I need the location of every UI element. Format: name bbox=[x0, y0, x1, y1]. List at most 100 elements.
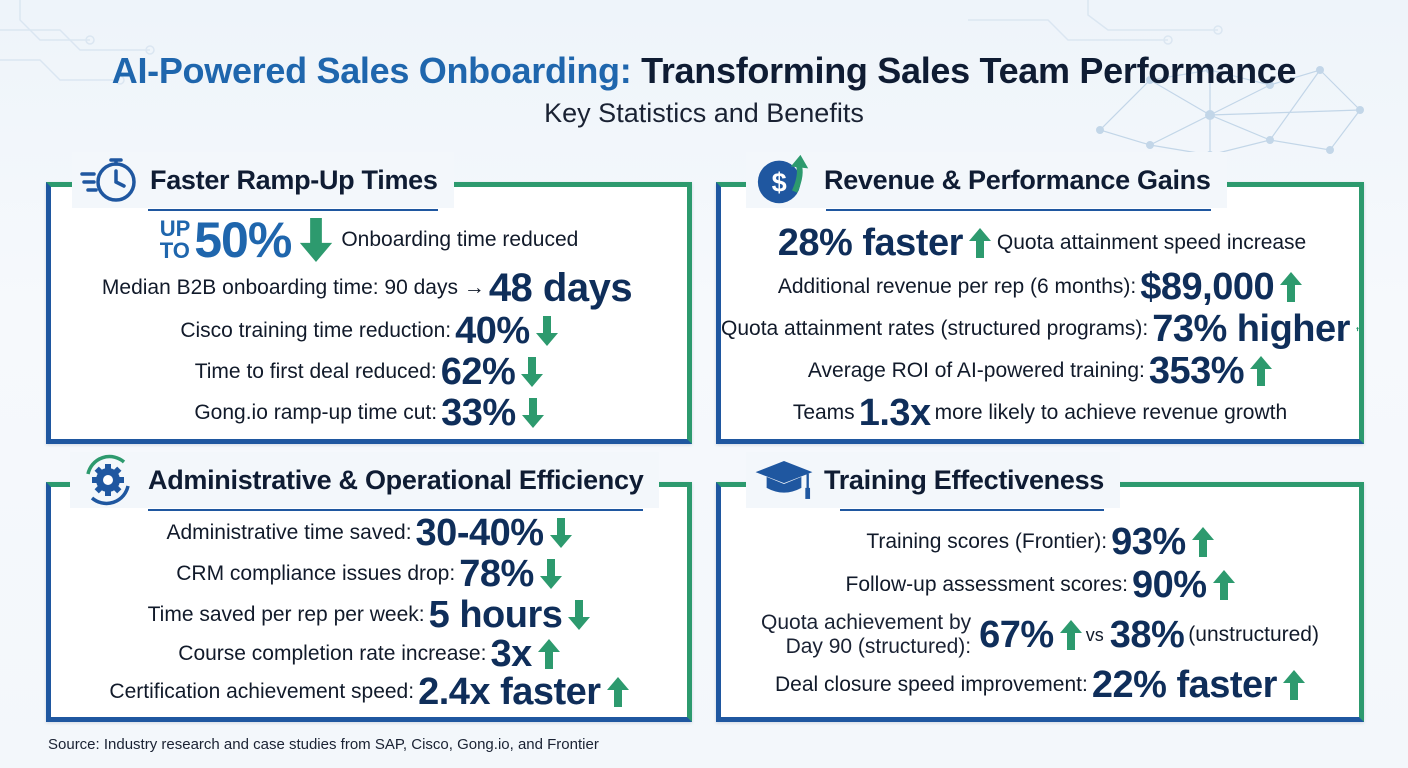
stat-row: Cisco training time reduction: 40% bbox=[51, 309, 687, 353]
stat-row: Median B2B onboarding time: 90 days → 48… bbox=[51, 265, 687, 311]
title-underline bbox=[148, 509, 644, 511]
stat-label: Administrative time saved: bbox=[166, 521, 412, 544]
stat-value: 62% bbox=[440, 350, 516, 393]
arrow-up-icon bbox=[1283, 670, 1305, 700]
stat-value: 67% bbox=[979, 613, 1054, 656]
stat-label: Cisco training time reduction: bbox=[180, 319, 452, 342]
title-main: Transforming Sales Team Performance bbox=[641, 50, 1297, 91]
title-underline bbox=[148, 209, 438, 211]
stat-label: Time to first deal reduced: bbox=[194, 360, 437, 383]
stat-label: (unstructured) bbox=[1188, 623, 1319, 646]
stat-value: 353% bbox=[1148, 349, 1245, 392]
admin-title: Administrative & Operational Efficiency bbox=[148, 464, 644, 495]
revenue-header: $ Revenue & Performance Gains bbox=[746, 152, 1227, 211]
stat-row: Quota achievement by Day 90 (structured)… bbox=[721, 608, 1359, 662]
arrow-up-icon bbox=[1192, 527, 1214, 557]
stat-label: Quota achievement by Day 90 (structured)… bbox=[761, 611, 972, 658]
arrow-up-icon bbox=[1280, 272, 1302, 302]
stat-label: Additional revenue per rep (6 months): bbox=[777, 275, 1137, 298]
arrow-up-icon bbox=[538, 639, 560, 669]
arrow-down-icon bbox=[550, 518, 572, 548]
stat-row: Average ROI of AI-powered training: 353% bbox=[721, 348, 1359, 394]
svg-text:$: $ bbox=[772, 167, 787, 198]
stat-row: Time to first deal reduced: 62% bbox=[51, 350, 687, 394]
stat-label: more likely to achieve revenue growth bbox=[934, 401, 1288, 424]
up-to-label: UP TO bbox=[159, 216, 191, 263]
stat-value: 30-40% bbox=[415, 511, 544, 554]
arrow-down-icon bbox=[540, 559, 562, 589]
title-underline bbox=[826, 209, 1211, 211]
stat-label: Certification achievement speed: bbox=[109, 680, 415, 703]
stat-label: Quota attainment rates (structured progr… bbox=[721, 317, 1149, 340]
stat-row: Certification achievement speed: 2.4x fa… bbox=[51, 670, 687, 714]
stat-row-hero: UP TO 50% Onboarding time reduced bbox=[51, 212, 687, 268]
stat-value: 93% bbox=[1111, 520, 1186, 563]
stat-label: Teams bbox=[792, 401, 855, 424]
stat-value: 50% bbox=[194, 212, 292, 268]
stat-row: Gong.io ramp-up time cut: 33% bbox=[51, 391, 687, 435]
stat-value: 1.3x bbox=[858, 391, 931, 434]
title-underline bbox=[840, 509, 1104, 511]
admin-header: Administrative & Operational Efficiency bbox=[70, 452, 660, 511]
stat-value: 22% faster bbox=[1091, 663, 1278, 706]
stopwatch-icon bbox=[80, 152, 140, 208]
page-subtitle: Key Statistics and Benefits bbox=[544, 98, 864, 128]
stat-value: 2.4x faster bbox=[418, 670, 601, 713]
stat-value: 5 hours bbox=[428, 593, 563, 636]
stat-value: 38% bbox=[1109, 613, 1185, 656]
stat-label: Time saved per rep per week: bbox=[147, 603, 425, 626]
stat-row: Course completion rate increase: 3x bbox=[51, 632, 687, 676]
arrow-up-icon bbox=[1213, 570, 1235, 600]
stat-row: Quota attainment rates (structured progr… bbox=[721, 306, 1359, 352]
arrow-down-icon bbox=[568, 600, 590, 630]
stat-value: 3x bbox=[490, 632, 532, 675]
stat-label: CRM compliance issues drop: bbox=[176, 562, 456, 585]
stat-row: Administrative time saved: 30-40% bbox=[51, 511, 687, 555]
stat-value: 40% bbox=[455, 309, 530, 352]
stat-label: Training scores (Frontier): bbox=[866, 530, 1108, 553]
stat-label: Follow-up assessment scores: bbox=[845, 573, 1128, 596]
dollar-up-icon: $ bbox=[754, 152, 814, 208]
arrow-up-icon bbox=[1060, 620, 1082, 650]
stat-value: 48 days bbox=[488, 265, 633, 310]
stat-row: Training scores (Frontier): 93% bbox=[721, 520, 1359, 564]
stat-label: Quota attainment speed increase bbox=[996, 231, 1307, 254]
arrow-down-icon bbox=[536, 316, 558, 346]
stat-row: Follow-up assessment scores: 90% bbox=[721, 563, 1359, 607]
stat-value: 28% faster bbox=[777, 221, 964, 264]
stat-row: CRM compliance issues drop: 78% bbox=[51, 552, 687, 596]
ramp-up-panel bbox=[46, 182, 692, 444]
arrow-up-icon bbox=[1356, 314, 1359, 344]
stat-value: $89,000 bbox=[1140, 265, 1275, 308]
ramp-up-header: Faster Ramp-Up Times bbox=[72, 152, 454, 211]
stat-row: Time saved per rep per week: 5 hours bbox=[51, 593, 687, 637]
ramp-up-title: Faster Ramp-Up Times bbox=[150, 164, 438, 195]
stat-label: Median B2B onboarding time: 90 days → bbox=[101, 276, 485, 299]
arrow-up-icon bbox=[1250, 356, 1272, 386]
arrow-up-icon bbox=[969, 228, 991, 258]
arrow-up-icon bbox=[607, 677, 629, 707]
arrow-down-icon bbox=[299, 218, 333, 262]
stat-value: 33% bbox=[441, 391, 516, 434]
training-title: Training Effectiveness bbox=[824, 464, 1104, 495]
source-note: Source: Industry research and case studi… bbox=[48, 736, 599, 753]
graduation-cap-icon bbox=[754, 452, 814, 508]
stat-row: 28% faster Quota attainment speed increa… bbox=[721, 220, 1359, 266]
arrow-down-icon bbox=[521, 357, 543, 387]
stat-row: Additional revenue per rep (6 months): $… bbox=[721, 264, 1359, 310]
stat-value: 90% bbox=[1131, 563, 1207, 606]
stat-row: Teams 1.3x more likely to achieve revenu… bbox=[721, 390, 1359, 436]
vs-label: vs bbox=[1085, 624, 1104, 645]
arrow-down-icon bbox=[522, 398, 544, 428]
stat-label: Course completion rate increase: bbox=[178, 642, 487, 665]
revenue-panel bbox=[716, 182, 1364, 444]
stat-label: Average ROI of AI-powered training: bbox=[807, 359, 1145, 382]
stat-row: Deal closure speed improvement: 22% fast… bbox=[721, 662, 1359, 708]
training-panel bbox=[716, 482, 1364, 722]
stat-label: Gong.io ramp-up time cut: bbox=[194, 401, 438, 424]
page-title: AI-Powered Sales Onboarding: Transformin… bbox=[0, 50, 1408, 92]
stat-value: 78% bbox=[459, 552, 534, 595]
training-header: Training Effectiveness bbox=[746, 452, 1120, 511]
title-highlight: AI-Powered Sales Onboarding: bbox=[111, 50, 632, 91]
stat-label: Onboarding time reduced bbox=[341, 228, 579, 251]
